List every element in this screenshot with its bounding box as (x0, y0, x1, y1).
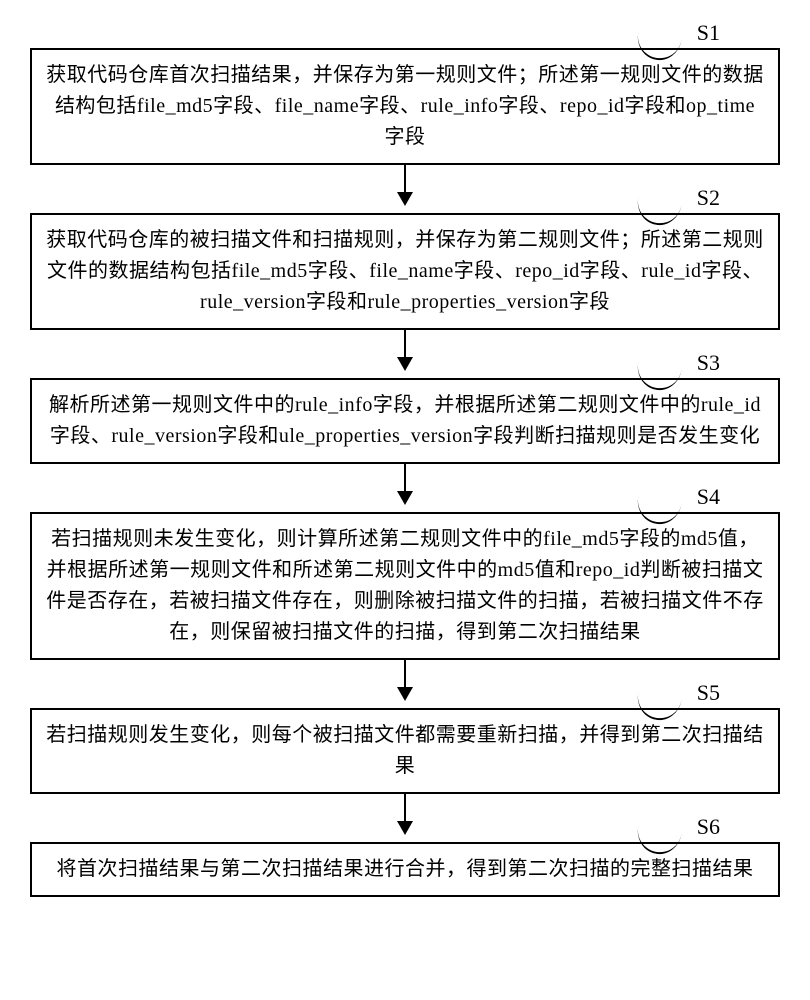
flowchart-container: S1 获取代码仓库首次扫描结果，并保存为第一规则文件；所述第一规则文件的数据结构… (30, 20, 780, 897)
step-label: S6 (697, 814, 720, 840)
step-label: S5 (697, 680, 720, 706)
step-s2: S2 获取代码仓库的被扫描文件和扫描规则，并保存为第二规则文件；所述第二规则文件… (30, 213, 780, 330)
step-s4: S4 若扫描规则未发生变化，则计算所述第二规则文件中的file_md5字段的md… (30, 512, 780, 660)
step-s5: S5 若扫描规则发生变化，则每个被扫描文件都需要重新扫描，并得到第二次扫描结果 (30, 708, 780, 794)
arrow-icon (397, 464, 413, 512)
step-label: S3 (697, 350, 720, 376)
step-label: S4 (697, 484, 720, 510)
step-s1: S1 获取代码仓库首次扫描结果，并保存为第一规则文件；所述第一规则文件的数据结构… (30, 48, 780, 165)
step-s3: S3 解析所述第一规则文件中的rule_info字段，并根据所述第二规则文件中的… (30, 378, 780, 464)
arrow-icon (397, 660, 413, 708)
step-s6: S6 将首次扫描结果与第二次扫描结果进行合并，得到第二次扫描的完整扫描结果 (30, 842, 780, 897)
step-box: 若扫描规则发生变化，则每个被扫描文件都需要重新扫描，并得到第二次扫描结果 (30, 708, 780, 794)
step-box: 若扫描规则未发生变化，则计算所述第二规则文件中的file_md5字段的md5值，… (30, 512, 780, 660)
arrow-icon (397, 794, 413, 842)
arrow-icon (397, 330, 413, 378)
arrow-icon (397, 165, 413, 213)
step-box: 获取代码仓库首次扫描结果，并保存为第一规则文件；所述第一规则文件的数据结构包括f… (30, 48, 780, 165)
step-label: S2 (697, 185, 720, 211)
step-label: S1 (697, 20, 720, 46)
step-box: 解析所述第一规则文件中的rule_info字段，并根据所述第二规则文件中的rul… (30, 378, 780, 464)
step-box: 获取代码仓库的被扫描文件和扫描规则，并保存为第二规则文件；所述第二规则文件的数据… (30, 213, 780, 330)
